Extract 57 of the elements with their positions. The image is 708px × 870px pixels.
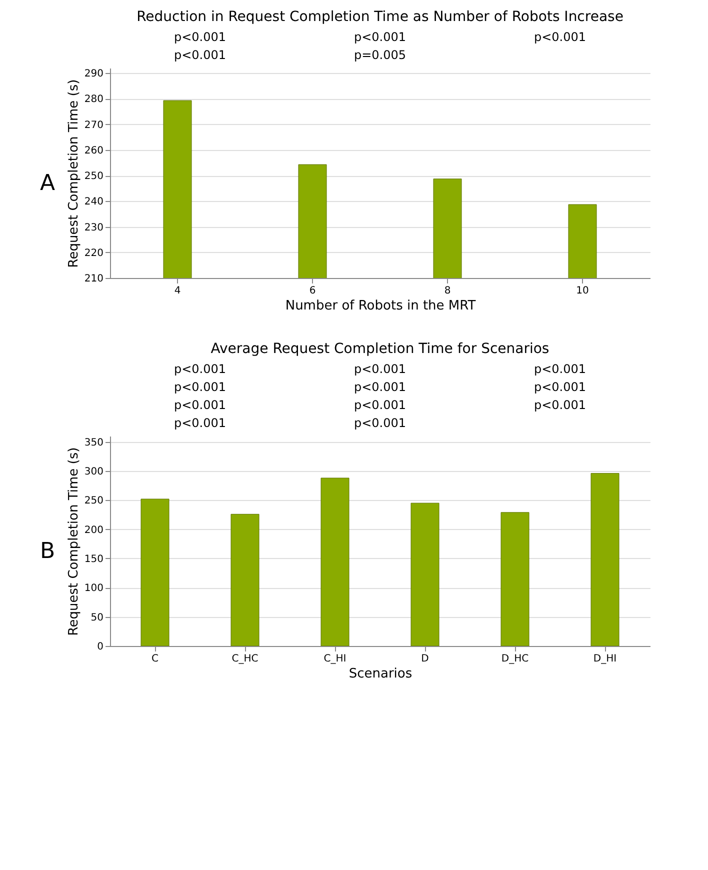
y-tick-label: 270 [84, 120, 104, 131]
text: p<0.001 [534, 380, 586, 394]
y-tick-label: 350 [84, 437, 104, 448]
text: p<0.001 [534, 398, 586, 412]
text: p<0.001 [174, 380, 226, 394]
x-tick-label: 8 [444, 286, 451, 296]
x-tick-label: C_HC [232, 654, 258, 664]
text: A [40, 171, 56, 196]
y-tick-label: 200 [84, 524, 104, 536]
x-tick-label: D_HC [501, 654, 529, 664]
text: p<0.001 [534, 30, 586, 44]
text: p<0.001 [354, 30, 406, 44]
y-tick-label: 50 [90, 612, 104, 624]
text: p<0.001 [174, 30, 226, 44]
y-tick-label: 0 [97, 642, 104, 652]
text: p<0.001 [534, 362, 586, 376]
y-tick-label: 250 [84, 171, 104, 182]
x-tick-label: D_HI [593, 654, 617, 664]
bar [140, 498, 170, 646]
y-tick-label: 290 [84, 68, 104, 80]
bar [500, 512, 530, 646]
text: B [40, 539, 56, 564]
y-tick-label: 150 [84, 554, 104, 565]
text: p=0.005 [354, 48, 406, 62]
chart-title: Reduction in Request Completion Time as Number of Robots Increase [136, 9, 624, 25]
x-tick-label: 4 [174, 286, 181, 296]
y-tick-label: 300 [84, 466, 104, 478]
y-tick-label: 210 [84, 274, 104, 284]
y-tick-label: 230 [84, 222, 104, 234]
y-axis-title: Request Completion Time (s) [66, 79, 82, 268]
text: p<0.001 [174, 398, 226, 412]
x-tick-label: 6 [309, 286, 316, 296]
x-tick-label: 10 [576, 286, 589, 296]
text: p<0.001 [354, 362, 406, 376]
y-tick-label: 100 [84, 583, 104, 594]
x-tick-label: D [421, 654, 430, 664]
text: p<0.001 [354, 380, 406, 394]
x-axis-title: Number of Robots in the MRT [285, 298, 476, 314]
y-tick-label: 240 [84, 196, 104, 208]
y-tick-label: 250 [84, 496, 104, 507]
y-tick-label: 280 [84, 94, 104, 106]
text: p<0.001 [174, 362, 226, 376]
text: p<0.001 [174, 48, 226, 62]
text: p<0.001 [354, 398, 406, 412]
x-tick-label: C_HI [324, 654, 346, 664]
bar [410, 502, 440, 646]
y-tick-label: 260 [84, 145, 104, 156]
x-axis-title: Scenarios [348, 666, 412, 682]
y-axis-title: Request Completion Time (s) [66, 447, 82, 636]
bar [320, 478, 350, 646]
y-tick-label: 220 [84, 248, 104, 259]
chart-title: Average Request Completion Time for Scenarios [210, 341, 550, 357]
bar [590, 473, 620, 646]
bar [230, 514, 260, 646]
text: p<0.001 [174, 416, 226, 430]
text: p<0.001 [354, 416, 406, 430]
x-tick-label: C [152, 654, 159, 664]
